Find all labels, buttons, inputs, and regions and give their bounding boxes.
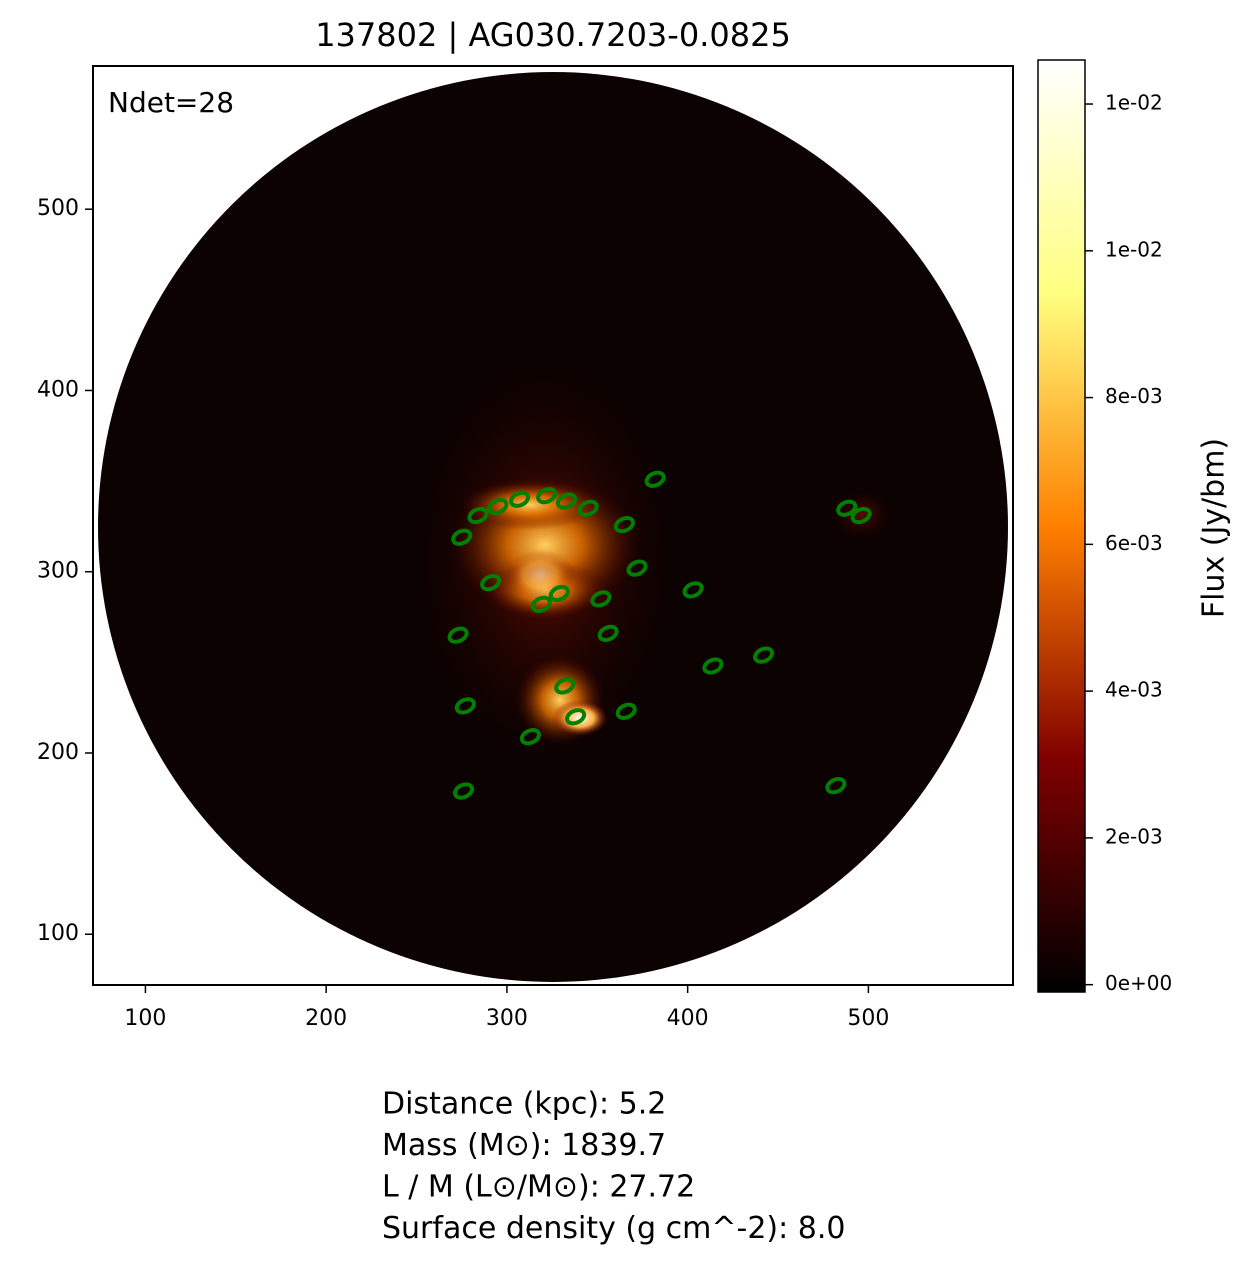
detection [850,506,872,525]
y-tick-label: 400 [37,377,79,402]
annotation: Ndet=28 [108,86,234,119]
y-tick-label: 100 [37,921,79,946]
colorbar-label: Flux (Jy/bm) [1197,438,1232,618]
y-tick-label: 200 [37,740,79,765]
chart-title: 137802 | AG030.7203-0.0825 [315,16,791,54]
colorbar-tick-label: 8e-03 [1105,384,1163,408]
detection [613,515,635,534]
info-line: L / M (L⊙/M⊙): 27.72 [382,1170,695,1205]
detection [682,581,704,599]
detection [626,559,648,577]
detection [536,486,558,505]
detection [590,590,612,608]
detection [548,584,570,603]
detection [644,470,666,488]
detection [480,573,502,592]
x-tick-label: 400 [667,1006,709,1031]
image [98,72,1008,982]
colorbar [1037,59,1086,993]
detection [452,782,475,800]
colorbar-tick-label: 1e-02 [1105,237,1163,261]
colorbar-tick-label: 6e-03 [1105,531,1163,555]
detection [702,657,724,675]
detection [615,702,637,720]
y-tick-label: 300 [37,559,79,584]
y-tick-label: 500 [37,196,79,221]
detection [487,497,509,516]
detection [447,626,469,644]
detection [467,506,489,525]
x-tick-label: 300 [486,1006,528,1031]
detection [565,708,587,726]
detection [530,595,552,613]
detection [451,528,473,546]
colorbar-tick-label: 2e-03 [1105,824,1163,848]
detection [454,697,476,715]
info-line: Surface density (g cm^-2): 8.0 [382,1211,845,1246]
detection [597,624,619,642]
plot-frame [92,65,1014,986]
detection [836,499,858,517]
detection [554,677,576,695]
x-tick-label: 100 [124,1006,166,1031]
detection [509,490,531,508]
colorbar-tick-label: 4e-03 [1105,678,1163,702]
detection [753,646,775,664]
colorbar-tick-label: 0e+00 [1105,971,1172,995]
detection [577,499,599,517]
detection [519,728,541,746]
info-line: Mass (M⊙): 1839.7 [382,1128,666,1163]
x-tick-label: 500 [847,1006,889,1031]
x-tick-label: 200 [305,1006,347,1031]
colorbar-tick-label: 1e-02 [1105,91,1163,115]
detection [556,492,578,510]
info-line: Distance (kpc): 5.2 [382,1087,666,1122]
detection [825,776,847,795]
